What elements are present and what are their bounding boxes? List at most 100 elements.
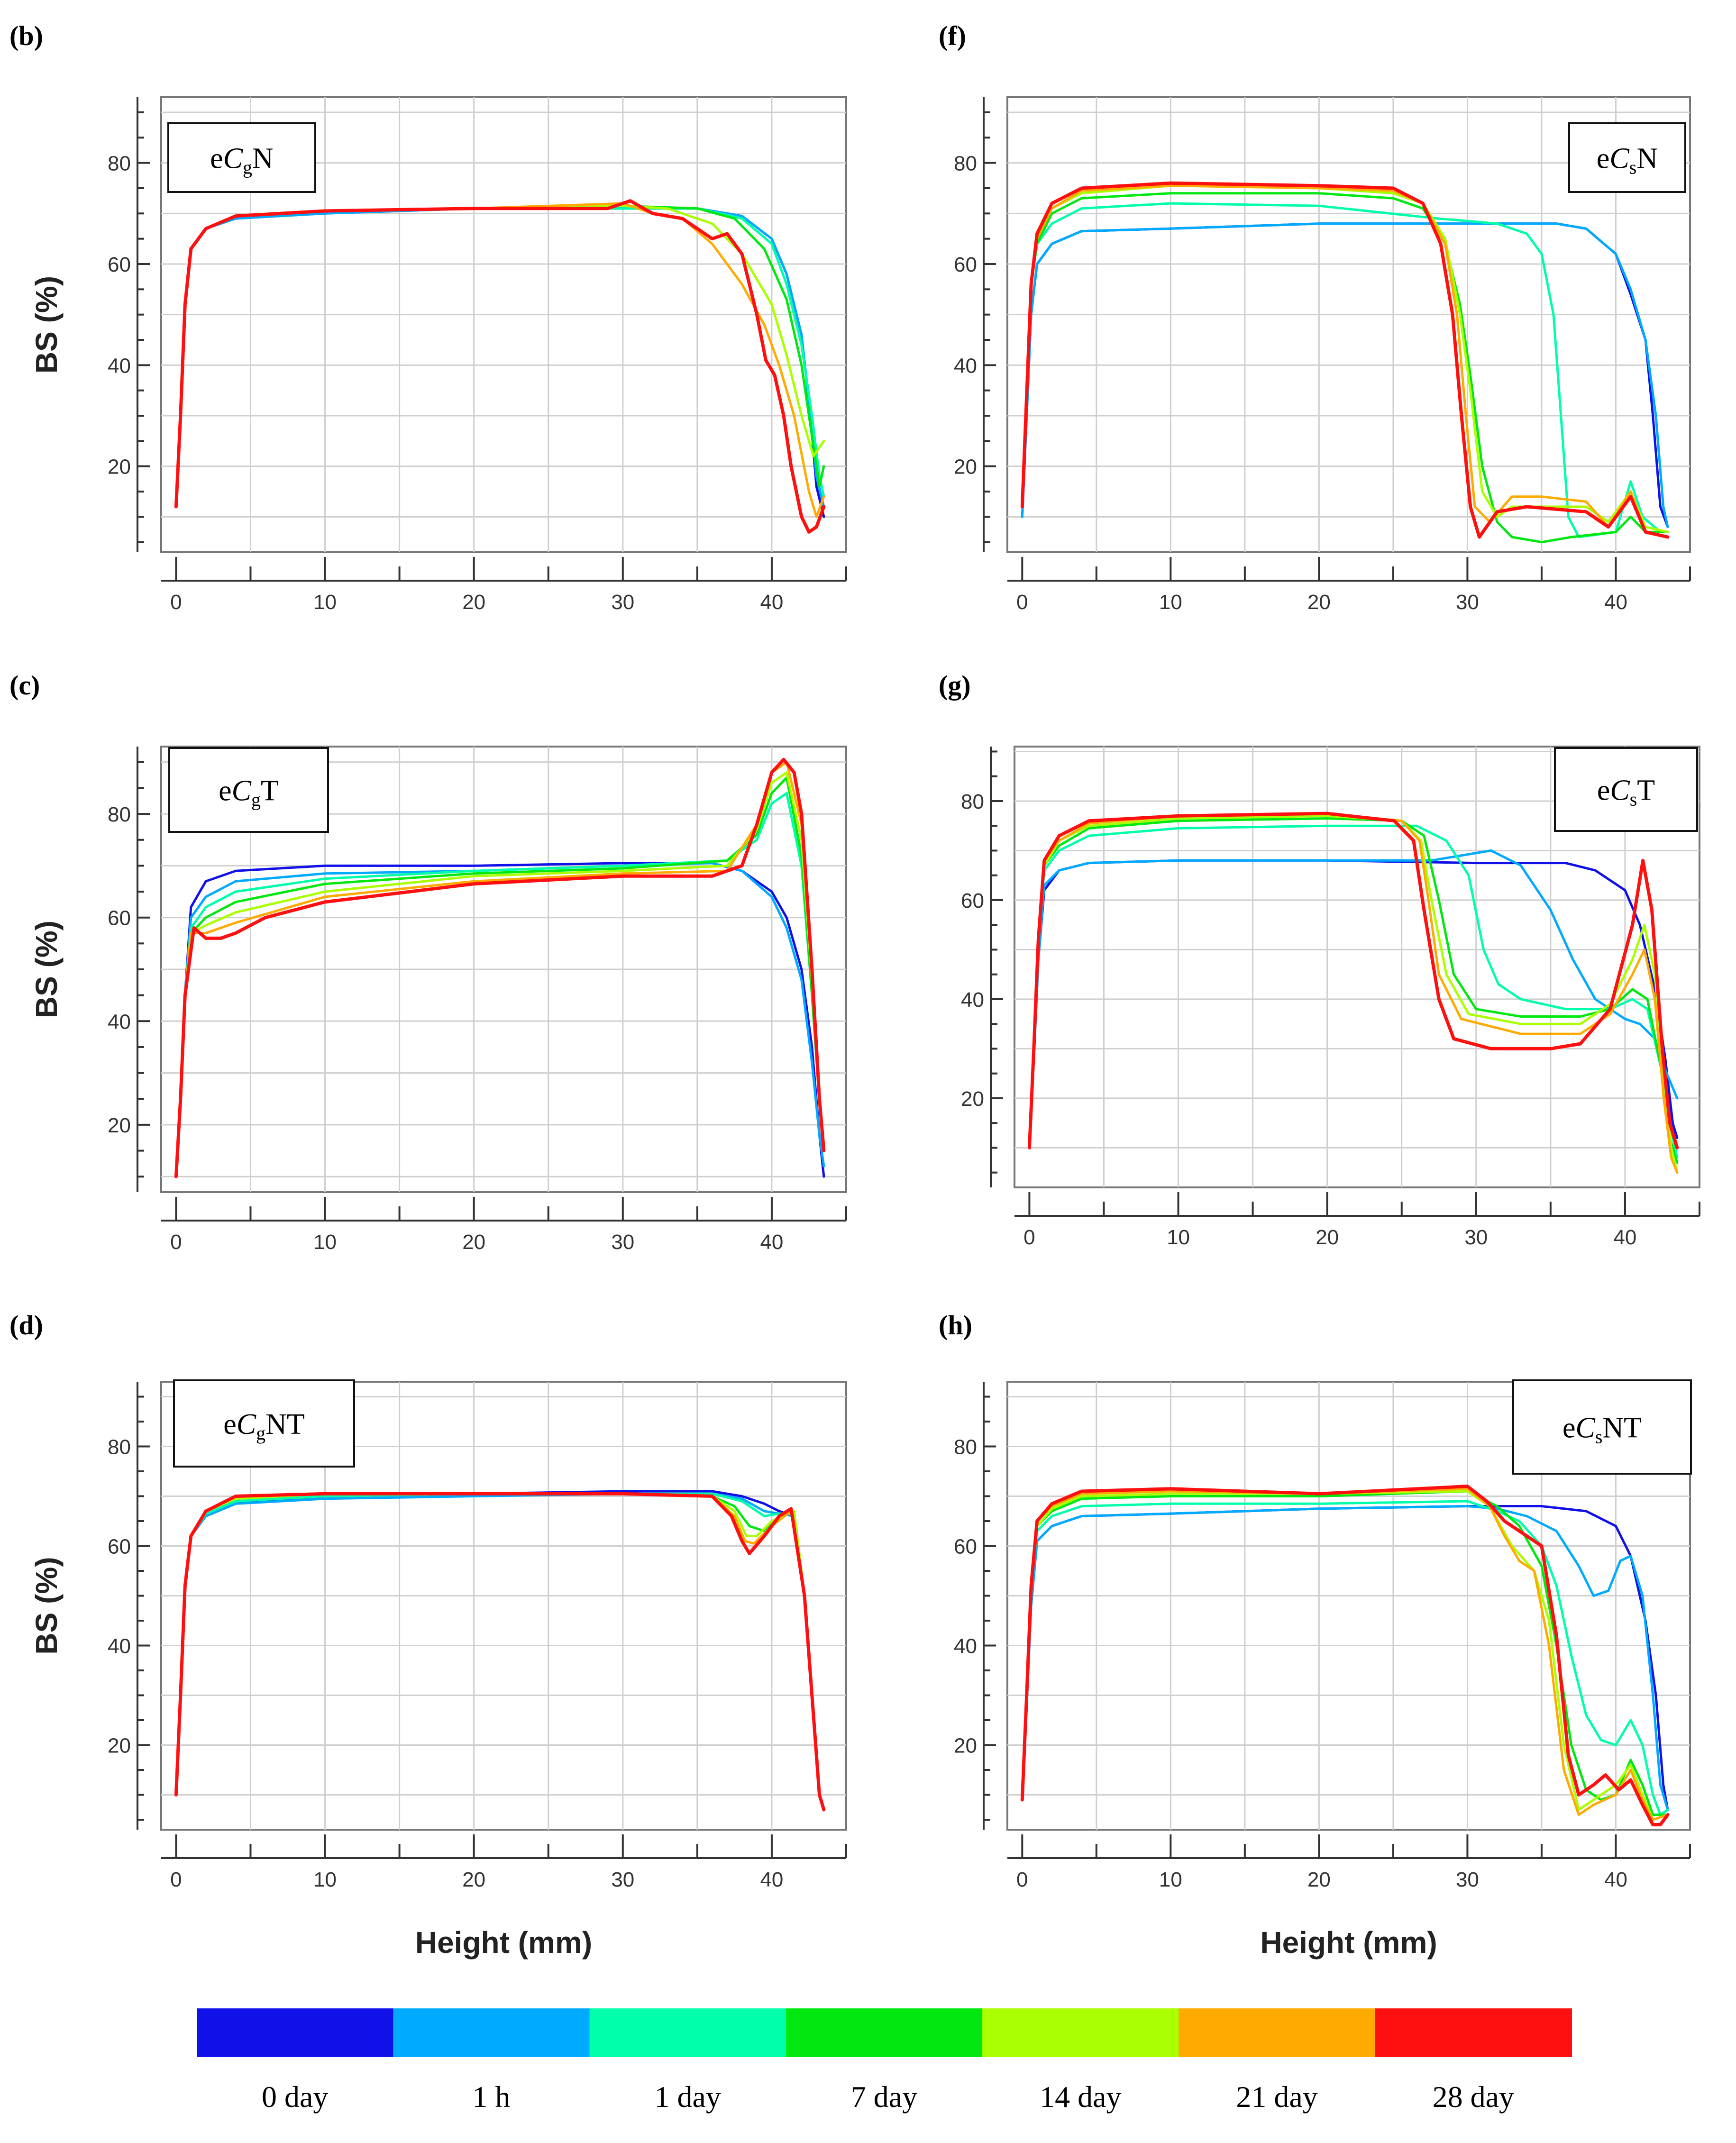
- x-tick-label: 40: [760, 1231, 783, 1254]
- series-line-1-day: [1021, 1500, 1669, 1816]
- legend-label: 1 h: [472, 2080, 510, 2114]
- y-tick-label: 20: [108, 456, 131, 479]
- panel-letter: (h): [939, 1310, 972, 1341]
- x-tick-label: 20: [462, 591, 485, 614]
- chart-title: eCsN: [1597, 143, 1658, 178]
- y-tick-label: 20: [961, 1087, 984, 1111]
- y-tick-label: 40: [108, 354, 131, 377]
- panel-letter: (d): [9, 1310, 43, 1341]
- legend-label: 21 day: [1236, 2080, 1317, 2114]
- y-tick-label: 40: [108, 1010, 131, 1033]
- series-line-28-day: [1027, 812, 1679, 1149]
- y-axis-label: BS (%): [29, 276, 64, 374]
- x-tick-label: 10: [1167, 1226, 1190, 1249]
- x-tick-label: 0: [1016, 1868, 1028, 1891]
- chart-title: eCgT: [219, 775, 279, 811]
- legend-swatch: [393, 2008, 590, 2057]
- x-tick-label: 20: [1307, 591, 1331, 614]
- grid: [1014, 747, 1699, 1187]
- x-tick-label: 10: [313, 591, 337, 614]
- x-tick-label: 0: [170, 591, 182, 614]
- chart-panel-4: (d) 20 40 60 80 0 10 20 30 40 BS (%) Height (mm) eCg…: [9, 1310, 847, 1960]
- panel-letter: (b): [9, 20, 43, 51]
- x-tick-label: 0: [170, 1868, 182, 1891]
- title-box: [1512, 1379, 1692, 1475]
- x-tick-label: 10: [1159, 591, 1182, 614]
- series-line-28-day: [1020, 181, 1670, 539]
- y-tick-label: 40: [954, 1635, 977, 1658]
- y-axis-label: BS (%): [29, 921, 64, 1018]
- legend-label: 0 day: [262, 2080, 328, 2114]
- axes: [137, 97, 847, 582]
- x-tick-label: 10: [313, 1868, 337, 1891]
- chart-title: eCgNT: [223, 1408, 305, 1444]
- series-line-1-h: [1021, 222, 1669, 529]
- x-tick-label: 40: [1604, 591, 1627, 614]
- x-tick-label: 0: [170, 1231, 182, 1254]
- panel-letter: (g): [939, 670, 971, 701]
- x-tick-label: 40: [1613, 1226, 1636, 1249]
- chart-title: eCgN: [210, 143, 274, 178]
- y-tick-label: 60: [108, 907, 131, 930]
- x-tick-label: 30: [1456, 1868, 1479, 1891]
- x-tick-label: 10: [313, 1231, 337, 1254]
- title-box: [1554, 747, 1698, 832]
- x-tick-label: 20: [462, 1231, 485, 1254]
- x-tick-label: 30: [611, 1231, 634, 1254]
- y-tick-label: 60: [108, 253, 131, 276]
- y-tick-label: 80: [108, 803, 131, 826]
- series-line-21-day: [1021, 184, 1669, 538]
- title-box: [168, 747, 329, 833]
- panel-letter: (c): [9, 670, 40, 701]
- y-axis-label: BS (%): [29, 1557, 64, 1654]
- legend-swatch: [1375, 2008, 1572, 2057]
- axes: [983, 97, 1691, 582]
- y-tick-label: 40: [954, 354, 977, 377]
- legend-swatch: [197, 2008, 394, 2057]
- x-axis-label: Height (mm): [1260, 1925, 1437, 1960]
- y-tick-label: 20: [954, 1734, 977, 1758]
- series-line-14-day: [1028, 814, 1679, 1174]
- y-tick-label: 80: [954, 152, 977, 175]
- grid: [161, 97, 846, 552]
- legend-swatch: [982, 2008, 1179, 2057]
- series-line-1-day: [1028, 824, 1679, 1159]
- series-group: [174, 757, 826, 1178]
- chart-panel-1: (f) 20 40 60 80 0 10 20 30 40 eCsN: [939, 20, 1691, 614]
- chart-panel-0: (b) 20 40 60 80 0 10 20 30 40 BS (%) eCgN: [9, 20, 847, 614]
- x-tick-label: 20: [462, 1868, 485, 1891]
- axes: [137, 1382, 847, 1859]
- chart-title: eCsT: [1597, 775, 1655, 810]
- legend-swatch: [786, 2008, 983, 2057]
- x-tick-label: 0: [1023, 1226, 1035, 1249]
- y-tick-label: 80: [961, 790, 984, 813]
- x-tick-label: 30: [1456, 591, 1479, 614]
- series-line-28-day: [174, 757, 826, 1178]
- y-tick-label: 40: [961, 988, 984, 1012]
- y-tick-label: 20: [954, 456, 977, 479]
- x-tick-label: 40: [760, 1868, 783, 1891]
- series-group: [1027, 812, 1679, 1174]
- x-axis-label: Height (mm): [415, 1925, 592, 1960]
- y-tick-label: 80: [108, 152, 131, 175]
- y-tick-label: 60: [108, 1535, 131, 1559]
- y-tick-label: 80: [954, 1436, 977, 1459]
- legend-swatch: [589, 2008, 786, 2057]
- series-line-28-day: [174, 199, 826, 534]
- panel-letter: (f): [939, 20, 966, 51]
- x-tick-label: 30: [611, 1868, 634, 1891]
- series-line-28-day: [174, 1492, 826, 1812]
- axes: [983, 1382, 1691, 1859]
- y-tick-label: 20: [108, 1114, 131, 1137]
- y-tick-label: 60: [954, 253, 977, 276]
- chart-panel-5: (h) 20 40 60 80 0 10 20 30 40 Height (mm) eCsNT: [939, 1310, 1692, 1960]
- series-line-28-day: [1020, 1485, 1670, 1826]
- series-group: [1020, 181, 1670, 544]
- x-tick-label: 20: [1316, 1226, 1339, 1249]
- series-group: [174, 1490, 826, 1812]
- series-group: [174, 199, 826, 534]
- legend: 0 day 1 h 1 day 7 day 14 day 21 day 28 day: [197, 2008, 1572, 2114]
- legend-label: 14 day: [1040, 2080, 1121, 2114]
